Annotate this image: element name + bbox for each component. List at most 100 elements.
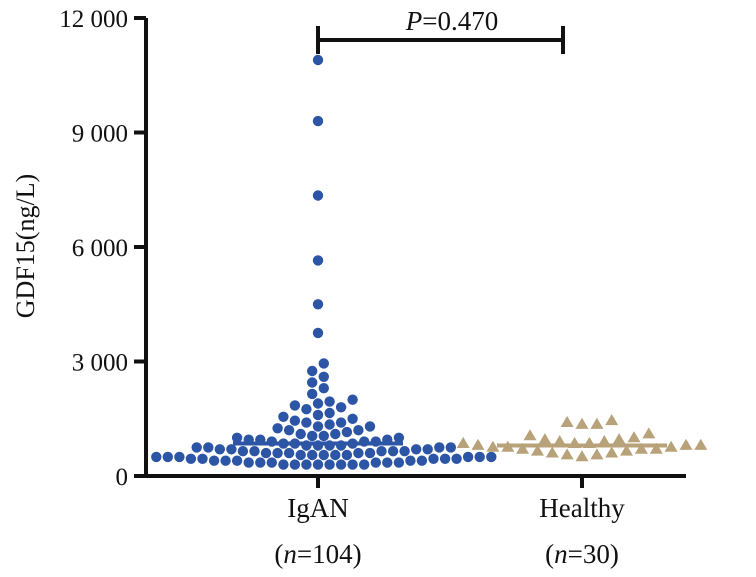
data-point-healthy [620,444,633,456]
n-open-paren: ( [545,539,554,569]
category-label-igan: IgAN [287,493,349,523]
data-point-igan [422,444,433,455]
data-point-igan [312,299,324,310]
data-point-igan [324,396,335,407]
data-point-igan [312,421,324,432]
data-point-healthy [664,440,678,452]
data-point-igan [307,365,318,377]
data-point-igan [330,428,341,440]
median-lines [233,441,667,448]
data-point-igan [266,457,277,468]
data-point-igan [243,457,254,468]
n-value-igan: =104) [297,539,362,569]
n-symbol: n [283,539,297,569]
data-point-igan [301,459,312,470]
data-point-healthy [560,415,574,427]
data-point-igan [439,453,451,464]
data-point-igan [318,371,329,382]
data-point-igan [312,327,324,339]
data-point-igan [255,457,266,468]
n-value-healthy: =30) [568,539,619,569]
y-tick-label: 6 000 [72,235,128,262]
data-point-igan [353,447,364,459]
data-point-healthy [553,435,567,447]
data-point-igan [220,455,231,466]
data-point-healthy [560,448,574,460]
data-point-igan [318,358,329,369]
y-tick-label: 9 000 [72,121,128,148]
data-point-healthy [456,436,470,448]
data-point-igan [382,457,393,468]
data-point-healthy [694,438,708,450]
data-point-healthy [590,448,604,460]
data-point-igan [411,444,422,455]
data-point-igan [162,451,173,463]
data-point-igan [249,446,260,457]
data-point-igan [486,451,497,463]
data-point-igan [387,446,399,457]
y-ticks: 0 3 000 6 000 9 000 12 000 [59,6,146,491]
data-point-healthy [605,414,619,426]
p-symbol: P [405,6,423,36]
data-point-igan [405,455,416,466]
data-point-igan [151,451,162,463]
data-point-igan [289,459,301,470]
y-tick-label: 0 [116,464,129,491]
data-point-igan [289,415,301,426]
data-point-igan [318,449,329,461]
data-point-igan [283,425,295,436]
data-point-igan [324,419,335,430]
data-point-igan [214,444,225,455]
data-point-igan [451,453,462,464]
data-point-igan [416,455,428,466]
data-point-igan [301,417,312,428]
data-point-igan [312,409,324,421]
n-open-paren: ( [274,539,283,569]
data-point-igan [312,255,324,266]
data-point-healthy [516,442,530,454]
y-tick-label: 12 000 [59,6,128,33]
data-point-igan [312,54,324,66]
data-point-healthy [531,444,544,456]
data-point-igan [324,407,335,419]
data-point-igan [237,446,249,457]
data-point-igan [347,413,358,424]
data-point-igan [203,442,214,453]
category-label-healthy: Healthy [539,493,625,523]
data-point-igan [278,411,289,422]
sample-size-igan: (n=104) [274,539,361,569]
data-point-igan [434,442,445,453]
data-point-igan [376,446,387,457]
data-point-healthy [523,429,537,441]
data-point-igan [185,453,197,464]
data-point-igan [318,383,329,394]
data-point-igan [312,398,324,409]
data-point-igan [272,447,283,459]
data-point-igan [231,455,243,466]
sample-size-healthy: (n=30) [545,539,619,569]
data-point-igan [474,451,485,463]
data-point-igan [295,428,306,440]
data-point-igan [335,402,347,413]
data-point-igan [301,404,312,415]
data-point-healthy [627,431,641,443]
significance-bracket: P=0.470 [316,6,565,54]
data-point-igan [341,449,353,461]
data-point-igan [370,457,381,468]
data-point-igan [428,453,439,464]
data-point-igan [364,447,376,459]
data-point-healthy [575,417,589,429]
data-point-healthy [597,435,611,447]
data-point-igan [295,449,306,461]
data-point-healthy [679,438,693,450]
data-point-healthy [605,446,619,458]
data-point-igan [226,444,237,455]
data-point-igan [341,426,353,438]
p-value: =0.470 [422,6,498,36]
data-point-igan [312,459,324,470]
data-point-igan [197,453,208,464]
data-point-healthy [471,438,485,450]
data-point-igan [347,394,358,405]
data-point-healthy [590,417,604,429]
